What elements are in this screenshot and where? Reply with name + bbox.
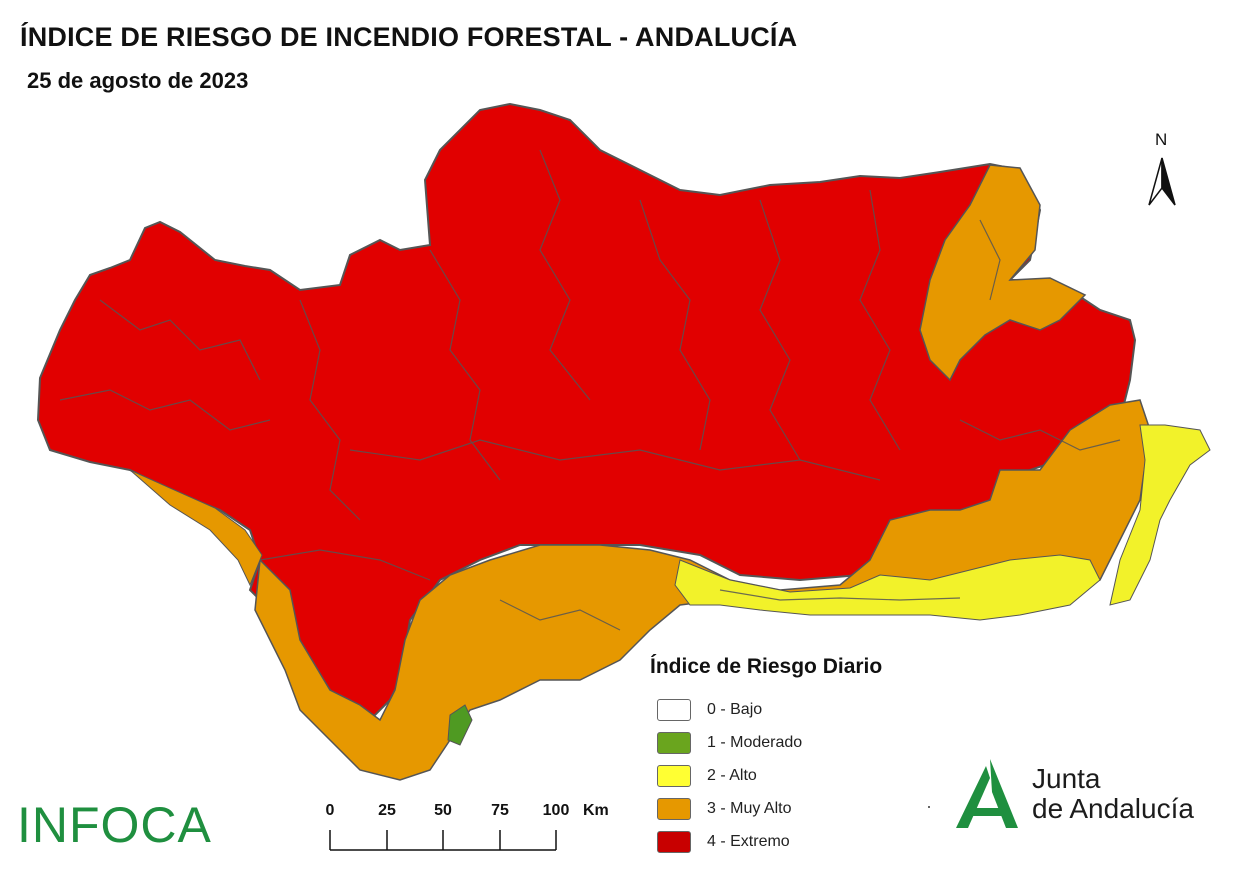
legend-swatch-moderado bbox=[657, 731, 691, 754]
legend-swatch-extremo bbox=[657, 830, 691, 853]
north-arrow-icon bbox=[1148, 157, 1176, 206]
scale-tick-25: 25 bbox=[378, 802, 396, 819]
legend-item-bajo: 0 - Bajo bbox=[650, 693, 950, 726]
legend-title: Índice de Riesgo Diario bbox=[650, 655, 883, 678]
legend-item-extremo: 4 - Extremo bbox=[650, 825, 950, 858]
region-alto bbox=[674, 554, 1101, 621]
municipal-borders bbox=[59, 149, 1121, 631]
region-muy-alto-east bbox=[919, 164, 1087, 382]
legend-label-bajo: 0 - Bajo bbox=[707, 700, 763, 718]
scale-bar-line bbox=[329, 830, 557, 851]
legend-label-muy-alto: 3 - Muy Alto bbox=[707, 799, 792, 817]
scale-tick-100: 100 bbox=[542, 802, 570, 819]
north-label: N bbox=[1155, 130, 1168, 149]
legend: Índice de Riesgo Diario 0 - Bajo 1 - Mod… bbox=[650, 655, 950, 858]
junta-line1: Junta bbox=[1032, 763, 1101, 794]
junta-line2: de Andalucía bbox=[1032, 793, 1194, 824]
infoca-logo: INFOCA bbox=[17, 797, 212, 853]
map-title: ÍNDICE DE RIESGO DE INCENDIO FORESTAL - … bbox=[20, 22, 798, 52]
scale-tick-0: 0 bbox=[325, 802, 335, 819]
legend-label-moderado: 1 - Moderado bbox=[707, 733, 803, 751]
region-moderado bbox=[447, 704, 473, 746]
region-alto-southeast bbox=[1109, 424, 1211, 606]
scale-tick-75: 75 bbox=[491, 802, 509, 819]
region-muy-alto-west bbox=[129, 469, 263, 587]
map-date: 25 de agosto de 2023 bbox=[27, 68, 249, 93]
legend-label-alto: 2 - Alto bbox=[707, 766, 757, 784]
map-dot-mark bbox=[928, 806, 930, 808]
legend-swatch-alto bbox=[657, 764, 691, 787]
legend-swatch-muy-alto bbox=[657, 797, 691, 820]
legend-item-alto: 2 - Alto bbox=[650, 759, 950, 792]
scale-unit: Km bbox=[583, 802, 609, 819]
legend-label-extremo: 4 - Extremo bbox=[707, 832, 790, 850]
scale-tick-50: 50 bbox=[434, 802, 452, 819]
legend-item-muy-alto: 3 - Muy Alto bbox=[650, 792, 950, 825]
junta-andalucia-logo-icon bbox=[956, 759, 1018, 828]
legend-swatch-bajo bbox=[657, 698, 691, 721]
junta-andalucia-wordmark: Junta de Andalucía bbox=[1032, 764, 1194, 824]
legend-item-moderado: 1 - Moderado bbox=[650, 726, 950, 759]
north-arrow: N bbox=[1145, 130, 1179, 210]
scale-bar: 0 25 50 75 100 Km bbox=[318, 800, 618, 860]
